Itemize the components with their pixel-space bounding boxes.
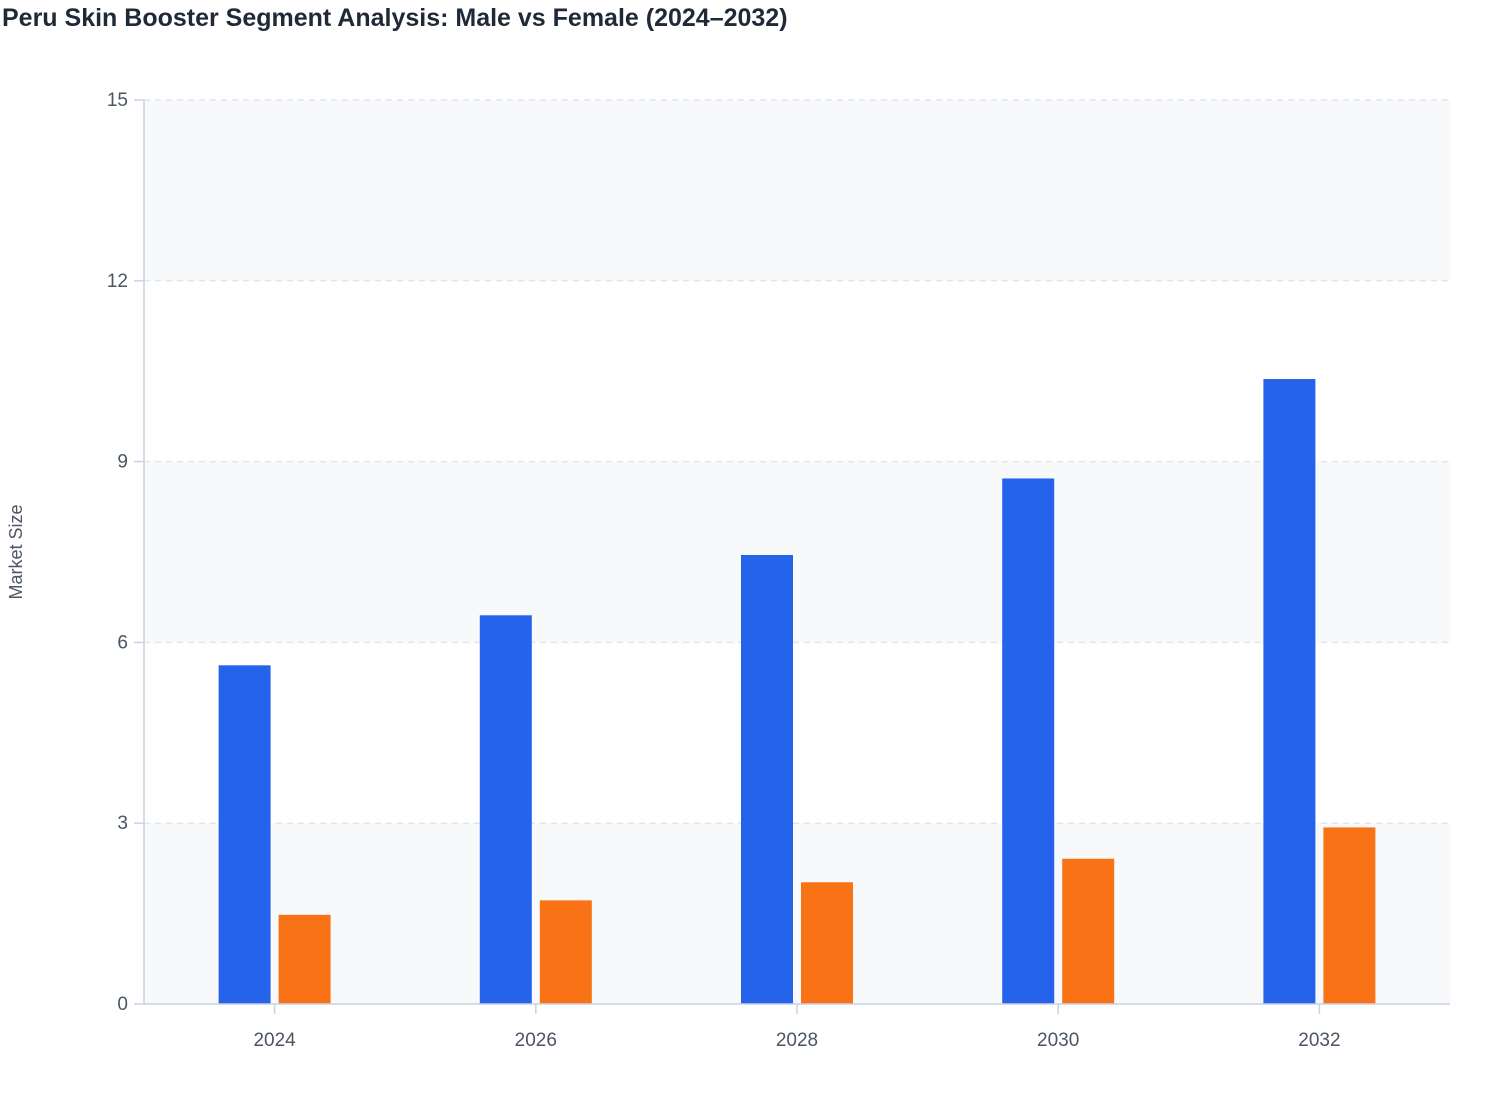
x-tick-label: 2028 (776, 1030, 818, 1051)
bar-series-2 (539, 900, 592, 1004)
plot-band (144, 100, 1450, 281)
y-tick-label: 0 (117, 994, 128, 1015)
y-tick-label: 6 (117, 632, 128, 653)
y-tick-label: 3 (117, 813, 128, 834)
plot-band (144, 823, 1450, 1004)
y-tick-label: 15 (107, 90, 128, 111)
x-tick-label: 2032 (1298, 1030, 1340, 1051)
bar-series-2 (1062, 858, 1115, 1004)
bar-series-2 (278, 914, 331, 1004)
x-tick-label: 2030 (1037, 1030, 1079, 1051)
bar-series-2 (1323, 827, 1376, 1004)
x-tick-label: 2024 (253, 1030, 296, 1051)
grid-lines (144, 99, 1450, 824)
bar-series-2 (801, 882, 853, 1004)
y-tick-label: 9 (117, 452, 128, 473)
chart-title: Peru Skin Booster Segment Analysis: Male… (2, 4, 788, 32)
x-tick-labels: 2024 2026 2028 2030 2032 (253, 1030, 1340, 1051)
y-tick-labels: 0 3 6 9 12 15 (107, 90, 128, 1015)
axes (134, 99, 1450, 1014)
bar-series-1 (1263, 379, 1316, 1004)
bar-series-1 (479, 615, 532, 1004)
bars (218, 379, 1376, 1004)
y-axis-title: Market Size (6, 504, 26, 599)
bar-series-1 (741, 555, 793, 1004)
x-tick-label: 2026 (515, 1030, 557, 1051)
bar-series-1 (1002, 478, 1055, 1004)
plot-band (144, 461, 1450, 643)
bar-series-1 (218, 665, 271, 1004)
plot-bands (144, 100, 1450, 1004)
y-tick-label: 12 (107, 271, 128, 292)
